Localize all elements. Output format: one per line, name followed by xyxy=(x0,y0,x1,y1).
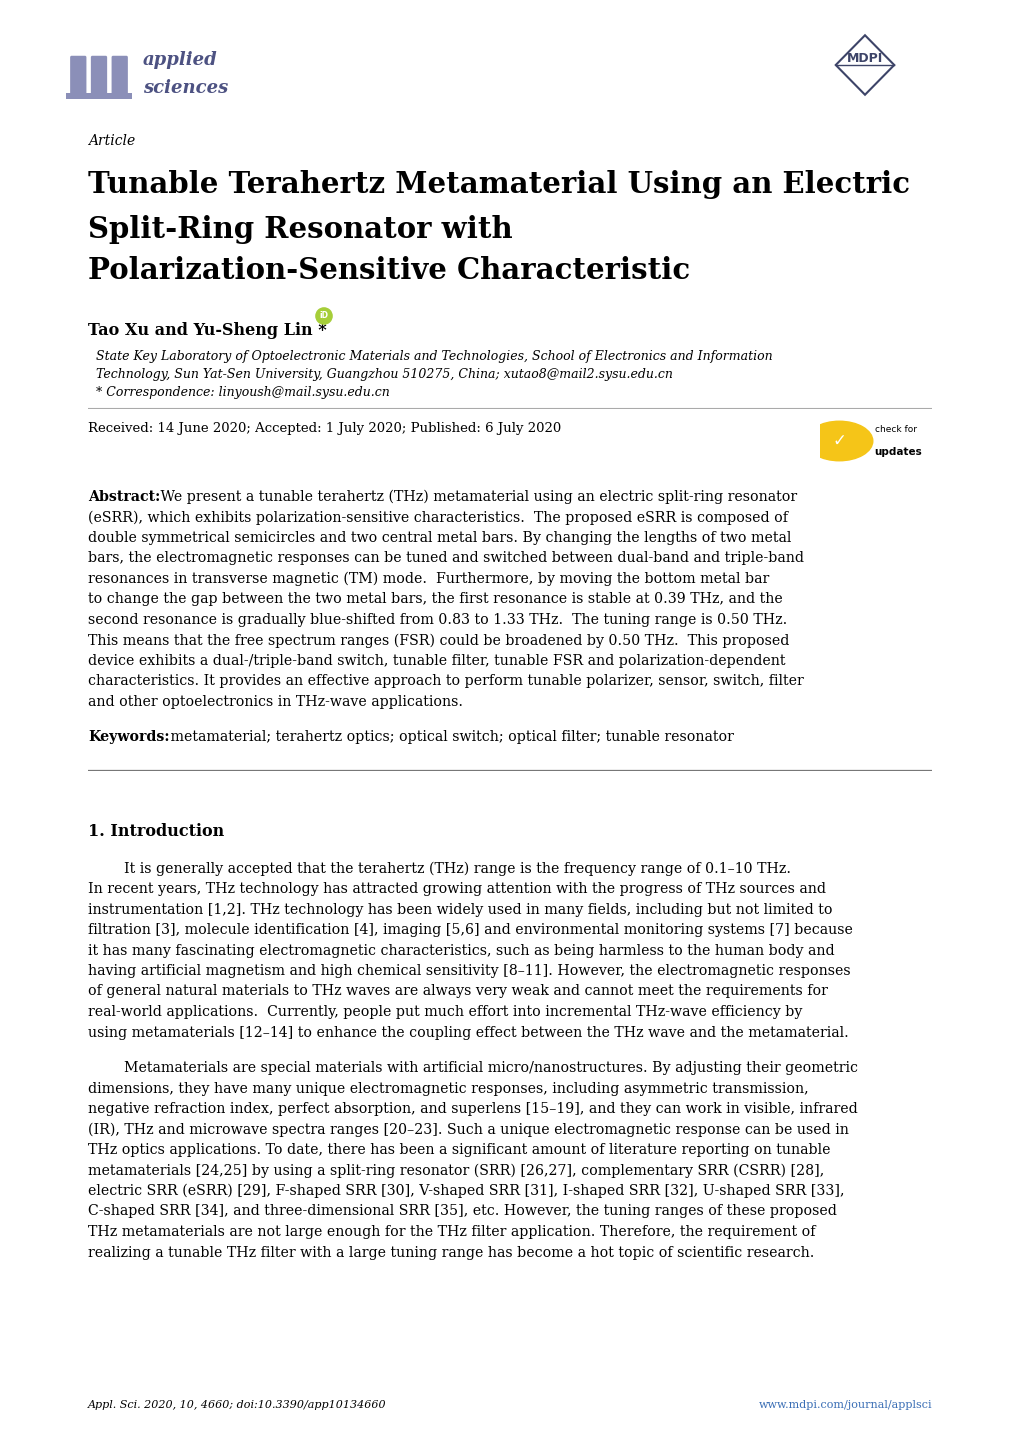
FancyBboxPatch shape xyxy=(91,56,107,97)
Text: Metamaterials are special materials with artificial micro/nanostructures. By adj: Metamaterials are special materials with… xyxy=(88,1061,857,1074)
Text: Appl. Sci. 2020, 10, 4660; doi:10.3390/app10134660: Appl. Sci. 2020, 10, 4660; doi:10.3390/a… xyxy=(88,1400,386,1410)
Text: * Correspondence: linyoush@mail.sysu.edu.cn: * Correspondence: linyoush@mail.sysu.edu… xyxy=(96,386,389,399)
Text: applied: applied xyxy=(143,50,217,69)
Text: It is generally accepted that the terahertz (THz) range is the frequency range o: It is generally accepted that the terahe… xyxy=(88,861,790,875)
Text: ✓: ✓ xyxy=(832,433,846,450)
Text: instrumentation [1,2]. THz technology has been widely used in many fields, inclu: instrumentation [1,2]. THz technology ha… xyxy=(88,903,832,917)
Text: Tao Xu and Yu-Sheng Lin *: Tao Xu and Yu-Sheng Lin * xyxy=(88,322,326,339)
Text: Polarization-Sensitive Characteristic: Polarization-Sensitive Characteristic xyxy=(88,257,690,286)
Text: We present a tunable terahertz (THz) metamaterial using an electric split-ring r: We present a tunable terahertz (THz) met… xyxy=(156,490,796,505)
Text: www.mdpi.com/journal/applsci: www.mdpi.com/journal/applsci xyxy=(758,1400,931,1410)
Text: to change the gap between the two metal bars, the first resonance is stable at 0: to change the gap between the two metal … xyxy=(88,593,782,607)
Text: 1. Introduction: 1. Introduction xyxy=(88,823,224,841)
Text: electric SRR (eSRR) [29], F-shaped SRR [30], V-shaped SRR [31], I-shaped SRR [32: electric SRR (eSRR) [29], F-shaped SRR [… xyxy=(88,1184,844,1198)
Text: MDPI: MDPI xyxy=(846,52,882,65)
Circle shape xyxy=(805,421,872,461)
Text: it has many fascinating electromagnetic characteristics, such as being harmless : it has many fascinating electromagnetic … xyxy=(88,943,834,957)
Text: Article: Article xyxy=(88,134,136,149)
Circle shape xyxy=(316,309,332,324)
Text: Keywords:: Keywords: xyxy=(88,731,169,744)
FancyBboxPatch shape xyxy=(111,56,127,97)
Text: device exhibits a dual-/triple-band switch, tunable filter, tunable FSR and pola: device exhibits a dual-/triple-band swit… xyxy=(88,655,785,668)
Text: Split-Ring Resonator with: Split-Ring Resonator with xyxy=(88,215,513,244)
Text: Tunable Terahertz Metamaterial Using an Electric: Tunable Terahertz Metamaterial Using an … xyxy=(88,170,909,199)
Text: (eSRR), which exhibits polarization-sensitive characteristics.  The proposed eSR: (eSRR), which exhibits polarization-sens… xyxy=(88,510,788,525)
Text: and other optoelectronics in THz-wave applications.: and other optoelectronics in THz-wave ap… xyxy=(88,695,463,709)
Text: filtration [3], molecule identification [4], imaging [5,6] and environmental mon: filtration [3], molecule identification … xyxy=(88,923,852,937)
Text: realizing a tunable THz filter with a large tuning range has become a hot topic : realizing a tunable THz filter with a la… xyxy=(88,1246,813,1259)
Text: In recent years, THz technology has attracted growing attention with the progres: In recent years, THz technology has attr… xyxy=(88,883,825,895)
Text: metamaterial; terahertz optics; optical switch; optical filter; tunable resonato: metamaterial; terahertz optics; optical … xyxy=(166,731,733,744)
Text: Received: 14 June 2020; Accepted: 1 July 2020; Published: 6 July 2020: Received: 14 June 2020; Accepted: 1 July… xyxy=(88,423,560,435)
Text: check for: check for xyxy=(873,425,916,434)
Text: THz optics applications. To date, there has been a significant amount of literat: THz optics applications. To date, there … xyxy=(88,1144,829,1156)
Text: double symmetrical semicircles and two central metal bars. By changing the lengt: double symmetrical semicircles and two c… xyxy=(88,531,791,545)
Text: State Key Laboratory of Optoelectronic Materials and Technologies, School of Ele: State Key Laboratory of Optoelectronic M… xyxy=(96,350,771,363)
Text: metamaterials [24,25] by using a split-ring resonator (SRR) [26,27], complementa: metamaterials [24,25] by using a split-r… xyxy=(88,1164,823,1178)
Text: Technology, Sun Yat-Sen University, Guangzhou 510275, China; xutao8@mail2.sysu.e: Technology, Sun Yat-Sen University, Guan… xyxy=(96,368,673,381)
FancyBboxPatch shape xyxy=(70,56,87,97)
Text: second resonance is gradually blue-shifted from 0.83 to 1.33 THz.  The tuning ra: second resonance is gradually blue-shift… xyxy=(88,613,787,627)
Text: C-shaped SRR [34], and three-dimensional SRR [35], etc. However, the tuning rang: C-shaped SRR [34], and three-dimensional… xyxy=(88,1204,836,1218)
Text: iD: iD xyxy=(319,311,328,320)
Text: THz metamaterials are not large enough for the THz filter application. Therefore: THz metamaterials are not large enough f… xyxy=(88,1226,815,1239)
Text: negative refraction index, perfect absorption, and superlens [15–19], and they c: negative refraction index, perfect absor… xyxy=(88,1102,857,1116)
Text: of general natural materials to THz waves are always very weak and cannot meet t: of general natural materials to THz wave… xyxy=(88,985,827,998)
Text: having artificial magnetism and high chemical sensitivity [8–11]. However, the e: having artificial magnetism and high che… xyxy=(88,965,850,978)
Text: This means that the free spectrum ranges (FSR) could be broadened by 0.50 THz.  : This means that the free spectrum ranges… xyxy=(88,633,789,647)
Bar xyxy=(65,92,132,98)
Text: using metamaterials [12–14] to enhance the coupling effect between the THz wave : using metamaterials [12–14] to enhance t… xyxy=(88,1025,848,1040)
Text: sciences: sciences xyxy=(143,79,228,97)
Text: updates: updates xyxy=(873,447,921,457)
Text: Abstract:: Abstract: xyxy=(88,490,160,505)
Text: resonances in transverse magnetic (TM) mode.  Furthermore, by moving the bottom : resonances in transverse magnetic (TM) m… xyxy=(88,572,768,587)
Text: bars, the electromagnetic responses can be tuned and switched between dual-band : bars, the electromagnetic responses can … xyxy=(88,551,803,565)
Text: dimensions, they have many unique electromagnetic responses, including asymmetri: dimensions, they have many unique electr… xyxy=(88,1082,808,1096)
Text: characteristics. It provides an effective approach to perform tunable polarizer,: characteristics. It provides an effectiv… xyxy=(88,675,803,688)
Text: real-world applications.  Currently, people put much effort into incremental THz: real-world applications. Currently, peop… xyxy=(88,1005,802,1019)
Text: (IR), THz and microwave spectra ranges [20–23]. Such a unique electromagnetic re: (IR), THz and microwave spectra ranges [… xyxy=(88,1122,848,1136)
